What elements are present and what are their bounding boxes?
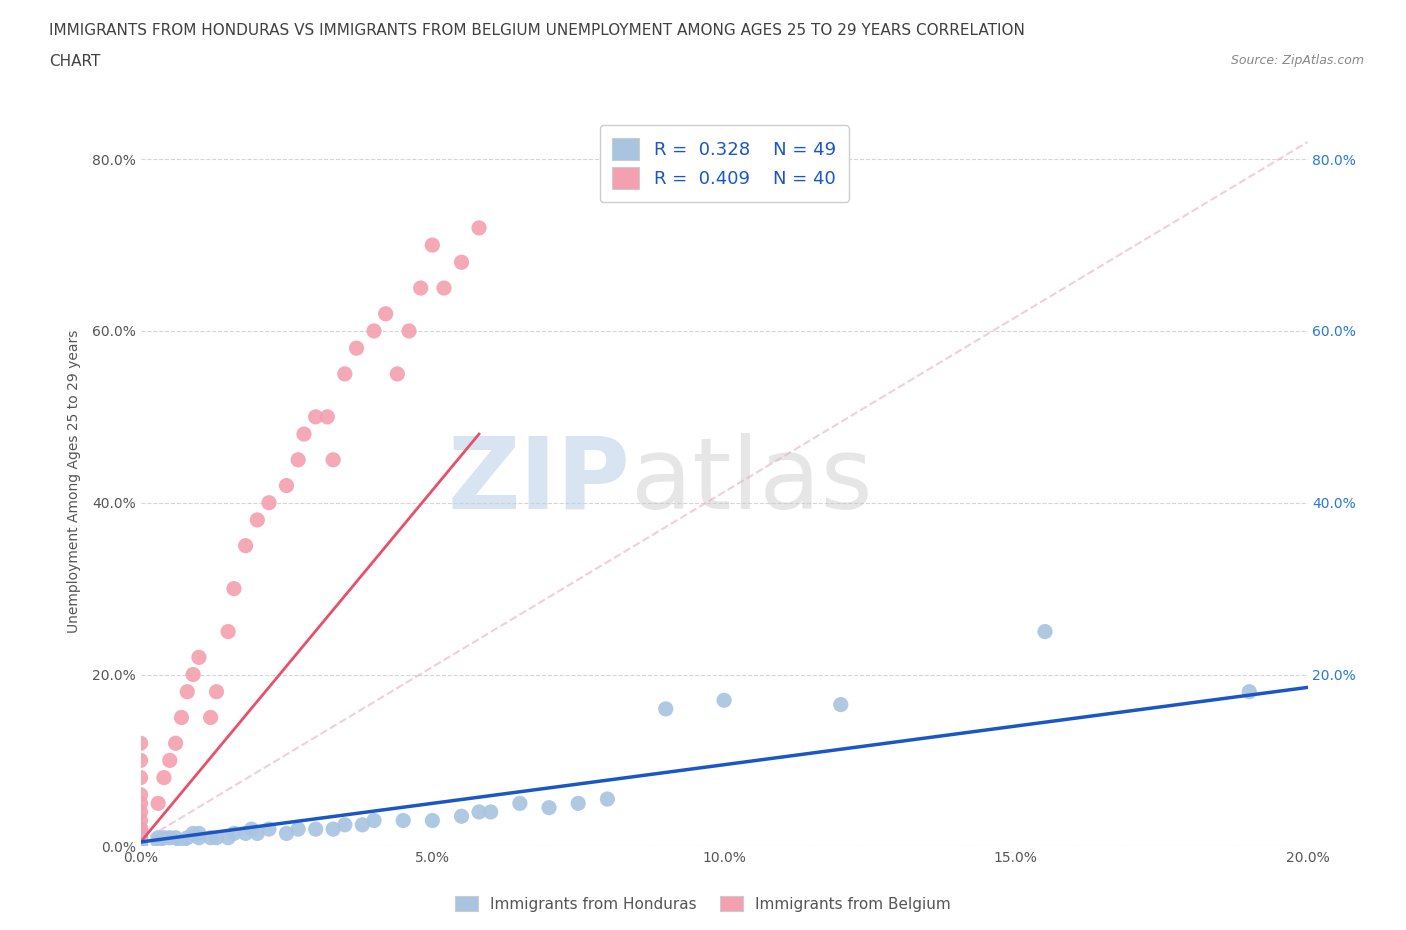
Point bbox=[188, 650, 211, 665]
Point bbox=[205, 684, 228, 699]
Point bbox=[188, 826, 211, 841]
Point bbox=[222, 826, 245, 841]
Point bbox=[322, 822, 344, 837]
Point bbox=[305, 822, 328, 837]
Point bbox=[170, 710, 193, 724]
Point bbox=[1239, 684, 1261, 699]
Point bbox=[222, 581, 245, 596]
Point bbox=[409, 281, 432, 296]
Point bbox=[129, 822, 152, 837]
Y-axis label: Unemployment Among Ages 25 to 29 years: Unemployment Among Ages 25 to 29 years bbox=[66, 329, 80, 633]
Text: IMMIGRANTS FROM HONDURAS VS IMMIGRANTS FROM BELGIUM UNEMPLOYMENT AMONG AGES 25 T: IMMIGRANTS FROM HONDURAS VS IMMIGRANTS F… bbox=[49, 23, 1025, 38]
Point bbox=[333, 817, 356, 832]
Point bbox=[129, 753, 152, 768]
Point bbox=[159, 753, 181, 768]
Point bbox=[276, 478, 298, 493]
Point bbox=[316, 409, 339, 424]
Point bbox=[352, 817, 374, 832]
Point bbox=[129, 813, 152, 828]
Point bbox=[146, 834, 169, 849]
Point bbox=[217, 624, 239, 639]
Point bbox=[165, 736, 187, 751]
Point bbox=[200, 830, 222, 845]
Point bbox=[538, 800, 561, 815]
Point bbox=[153, 830, 176, 845]
Text: CHART: CHART bbox=[49, 54, 101, 69]
Point bbox=[129, 834, 152, 849]
Point bbox=[398, 324, 420, 339]
Point bbox=[287, 452, 309, 467]
Point bbox=[450, 809, 472, 824]
Point bbox=[205, 830, 228, 845]
Point bbox=[479, 804, 502, 819]
Point bbox=[159, 830, 181, 845]
Point bbox=[713, 693, 735, 708]
Point bbox=[129, 736, 152, 751]
Point bbox=[129, 834, 152, 849]
Point bbox=[129, 796, 152, 811]
Point bbox=[129, 826, 152, 841]
Point bbox=[596, 791, 619, 806]
Point bbox=[129, 822, 152, 837]
Point bbox=[129, 788, 152, 803]
Point bbox=[217, 830, 239, 845]
Point bbox=[450, 255, 472, 270]
Point bbox=[181, 667, 204, 682]
Point bbox=[346, 340, 368, 355]
Point bbox=[170, 834, 193, 849]
Point bbox=[129, 839, 152, 854]
Legend: R =  0.328    N = 49, R =  0.409    N = 40: R = 0.328 N = 49, R = 0.409 N = 40 bbox=[599, 126, 849, 202]
Point bbox=[292, 427, 315, 442]
Legend: Immigrants from Honduras, Immigrants from Belgium: Immigrants from Honduras, Immigrants fro… bbox=[449, 889, 957, 918]
Point bbox=[1033, 624, 1056, 639]
Point bbox=[129, 830, 152, 845]
Point bbox=[200, 710, 222, 724]
Point bbox=[129, 804, 152, 819]
Point bbox=[333, 366, 356, 381]
Point bbox=[181, 826, 204, 841]
Point bbox=[363, 813, 385, 828]
Point bbox=[165, 830, 187, 845]
Point bbox=[655, 701, 678, 716]
Point bbox=[422, 238, 444, 253]
Point bbox=[129, 839, 152, 854]
Point bbox=[509, 796, 531, 811]
Point bbox=[322, 452, 344, 467]
Point bbox=[433, 281, 456, 296]
Point bbox=[392, 813, 415, 828]
Point bbox=[305, 409, 328, 424]
Point bbox=[287, 822, 309, 837]
Point bbox=[257, 496, 280, 511]
Point bbox=[240, 822, 263, 837]
Point bbox=[363, 324, 385, 339]
Point bbox=[129, 830, 152, 845]
Point bbox=[374, 306, 396, 321]
Point bbox=[129, 770, 152, 785]
Point bbox=[422, 813, 444, 828]
Point bbox=[276, 826, 298, 841]
Point bbox=[235, 538, 257, 553]
Point bbox=[246, 512, 269, 527]
Point bbox=[468, 220, 491, 235]
Point bbox=[146, 830, 169, 845]
Text: ZIP: ZIP bbox=[449, 432, 631, 530]
Point bbox=[129, 822, 152, 837]
Point bbox=[246, 826, 269, 841]
Point bbox=[257, 822, 280, 837]
Point bbox=[830, 698, 852, 712]
Text: Source: ZipAtlas.com: Source: ZipAtlas.com bbox=[1230, 54, 1364, 67]
Point bbox=[235, 826, 257, 841]
Point bbox=[176, 830, 198, 845]
Point bbox=[146, 796, 169, 811]
Point bbox=[387, 366, 409, 381]
Point bbox=[567, 796, 589, 811]
Text: atlas: atlas bbox=[631, 432, 872, 530]
Point bbox=[176, 684, 198, 699]
Point bbox=[188, 830, 211, 845]
Point bbox=[468, 804, 491, 819]
Point bbox=[153, 770, 176, 785]
Point bbox=[129, 830, 152, 845]
